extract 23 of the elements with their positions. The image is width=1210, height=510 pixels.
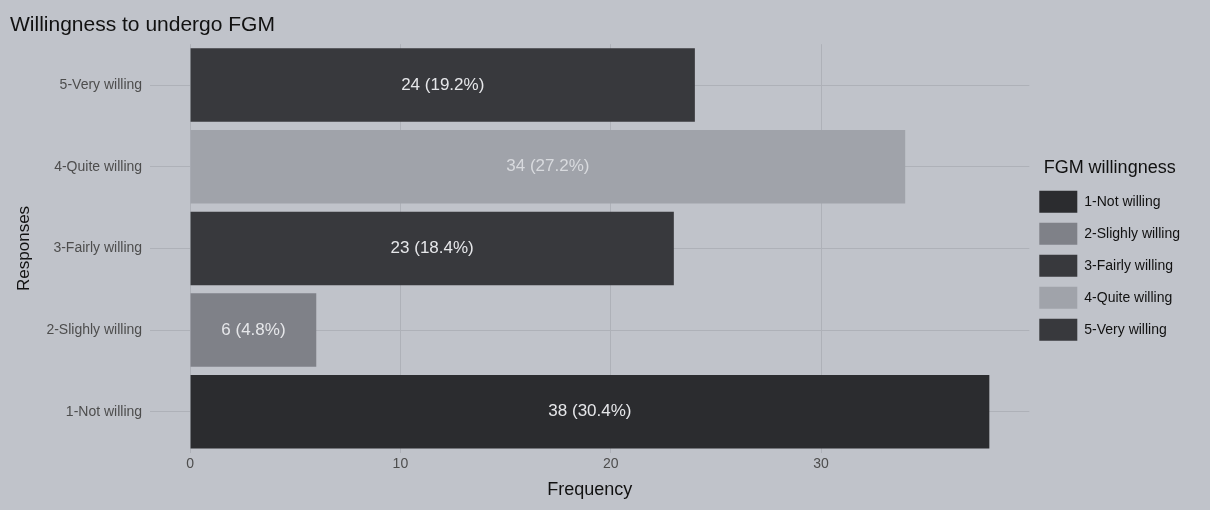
- legend-label: 3-Fairly willing: [1084, 256, 1173, 273]
- x-tick-label: 10: [392, 454, 409, 471]
- data-label: 34 (27.2%): [506, 156, 590, 176]
- legend-label: 2-Slighly willing: [1084, 224, 1180, 241]
- data-label: 24 (19.2%): [401, 74, 485, 94]
- y-tick-label: 1-Not willing: [65, 402, 143, 419]
- y-tick-label: 3-Fairly willing: [53, 239, 143, 256]
- legend-title: FGM willingness: [1043, 157, 1176, 178]
- legend-label: 1-Not willing: [1084, 192, 1161, 209]
- x-axis-title: Frequency: [547, 479, 633, 500]
- y-tick-label: 4-Quite willing: [54, 157, 143, 174]
- data-label: 6 (4.8%): [221, 319, 286, 339]
- legend-label: 4-Quite willing: [1084, 288, 1173, 305]
- y-axis-title: Responses: [13, 205, 33, 291]
- y-tick-label: 2-Slighly willing: [46, 320, 143, 337]
- data-label: 23 (18.4%): [390, 238, 474, 258]
- legend-label: 5-Very willing: [1084, 320, 1167, 337]
- x-tick-label: 30: [813, 454, 830, 471]
- x-tick-label: 20: [602, 454, 619, 471]
- data-label: 38 (30.4%): [548, 401, 632, 421]
- x-tick-label: 0: [186, 454, 195, 471]
- y-tick-label: 5-Very willing: [59, 75, 143, 92]
- chart-title: Willingness to undergo FGM: [10, 12, 275, 36]
